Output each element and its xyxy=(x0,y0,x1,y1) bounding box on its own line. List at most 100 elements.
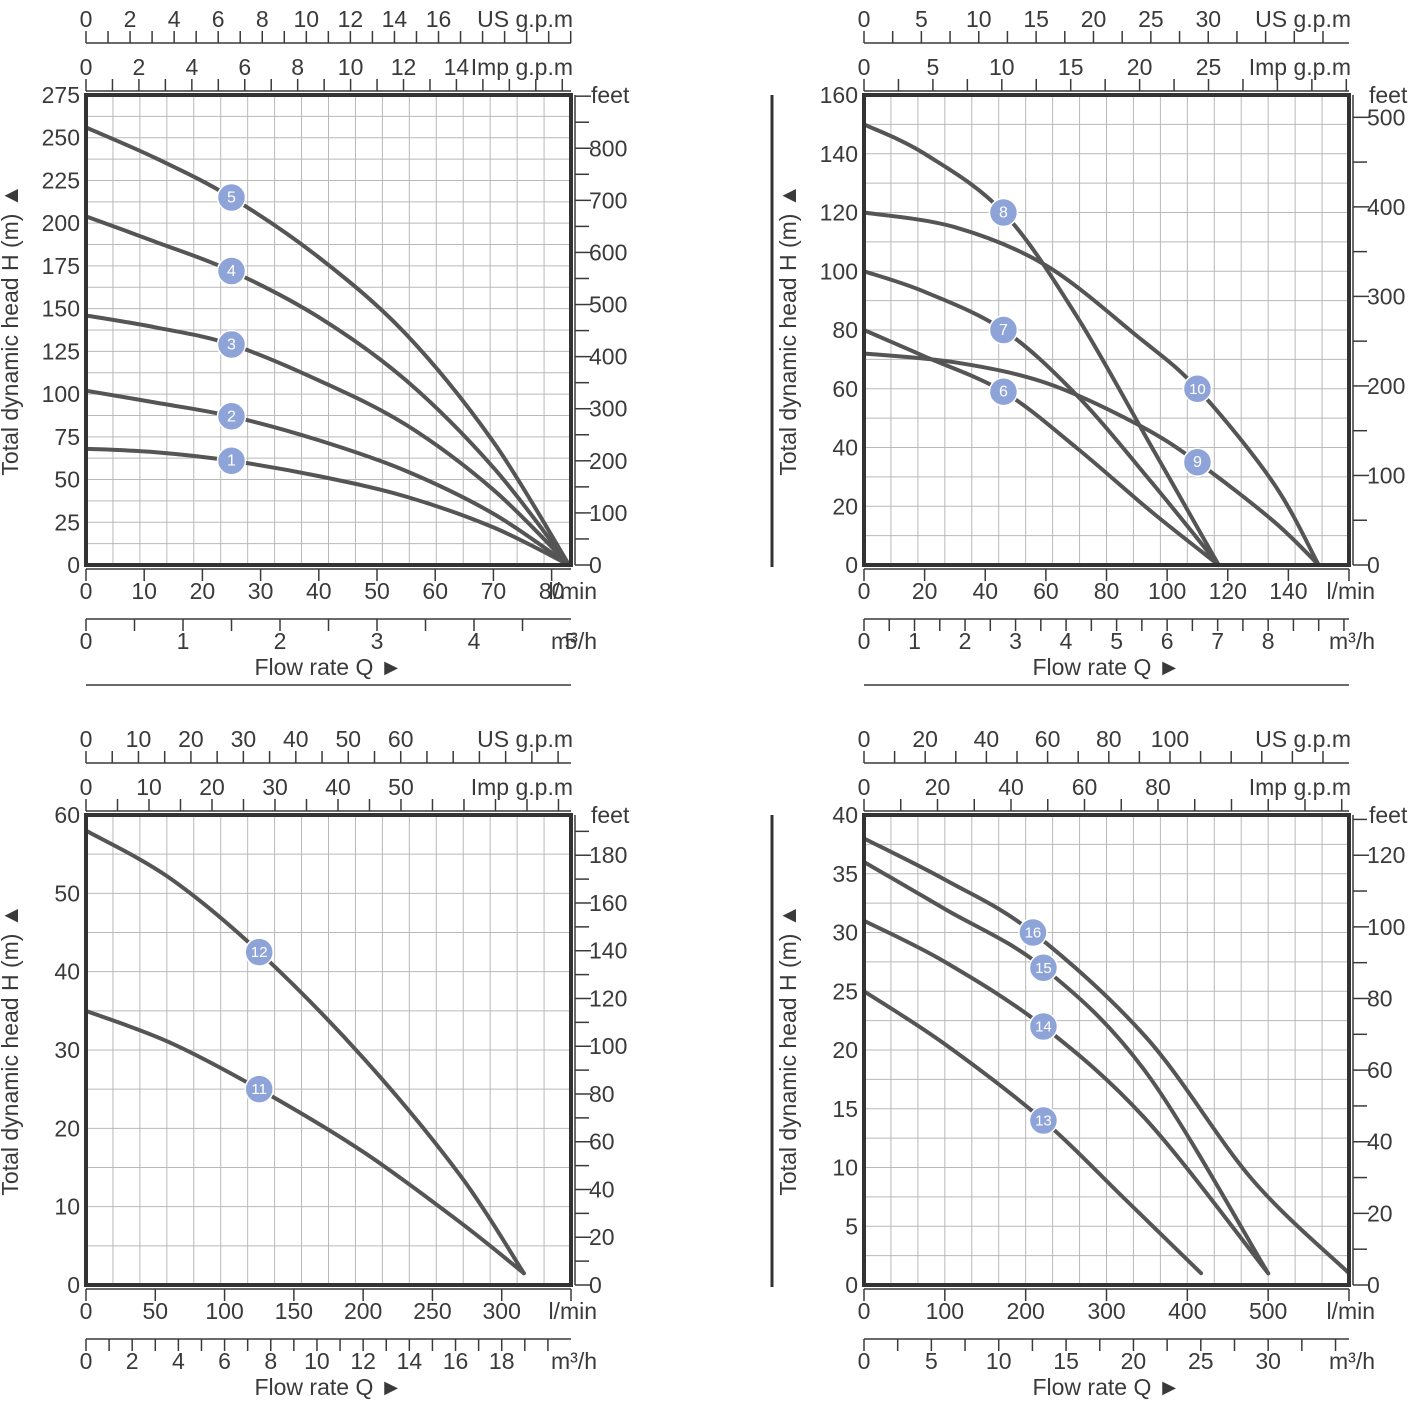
bottom-tick-label: 0 xyxy=(858,628,871,654)
bottom-tick-label: 100 xyxy=(926,1298,964,1324)
curve-badge-16 xyxy=(1018,917,1048,948)
bottom-tick-label: 4 xyxy=(468,628,481,654)
top-axis-title: US g.p.m xyxy=(1255,6,1351,32)
y-tick-label: 60 xyxy=(54,802,80,828)
feet-tick-label: 100 xyxy=(1367,914,1405,940)
curve-1 xyxy=(84,446,572,567)
curve-8 xyxy=(862,122,1221,567)
curve-badge-10 xyxy=(1182,374,1213,404)
y-tick-label: 0 xyxy=(845,552,858,578)
top-axis-title: US g.p.m xyxy=(477,726,573,752)
top-tick-label: 0 xyxy=(80,726,93,752)
pump-curves xyxy=(862,836,1351,1276)
y-tick-label: 80 xyxy=(832,317,858,343)
curve-3 xyxy=(84,313,572,567)
bottom-tick-label: 5 xyxy=(925,1348,938,1374)
x-axis-title: Flow rate Q ► xyxy=(1032,1374,1180,1400)
top-tick-label: 30 xyxy=(231,726,257,752)
curve-badge-label: 12 xyxy=(251,944,268,961)
top-tick-label: 15 xyxy=(1058,54,1084,80)
feet-tick-label: 200 xyxy=(589,448,627,474)
bottom-tick-label: 5 xyxy=(565,628,578,654)
top-tick-label: 2 xyxy=(124,6,137,32)
top-tick-label: 50 xyxy=(388,774,414,800)
x-axis-title: Flow rate Q ► xyxy=(254,654,402,680)
curve-badge-label: 8 xyxy=(999,205,1008,222)
top-tick-label: 60 xyxy=(1072,774,1098,800)
bottom-tick-label: 500 xyxy=(1249,1298,1287,1324)
top-tick-label: 30 xyxy=(1195,6,1221,32)
y-tick-label: 100 xyxy=(820,258,858,284)
plot-frame xyxy=(84,93,573,567)
y-axis-title: Total dynamic head H (m) ▲ xyxy=(775,904,801,1195)
bottom-tick-label: 200 xyxy=(1006,1298,1044,1324)
feet-tick-label: 300 xyxy=(1367,283,1405,309)
bottom-tick-label: 120 xyxy=(1209,578,1247,604)
y-tick-label: 20 xyxy=(832,493,858,519)
top-axis-title: Imp g.p.m xyxy=(471,774,573,800)
y-axis-title: Total dynamic head H (m) ▲ xyxy=(0,904,23,1195)
top-tick-label: 20 xyxy=(1081,6,1107,32)
bottom-tick-label: 0 xyxy=(80,1348,93,1374)
curve-badge-label: 11 xyxy=(251,1081,267,1098)
bottom-tick-label: 0 xyxy=(858,1298,871,1324)
top-tick-label: 100 xyxy=(1151,726,1189,752)
bottom-tick-label: 20 xyxy=(912,578,938,604)
bottom-axis-title: l/min xyxy=(1326,578,1375,604)
y-tick-label: 15 xyxy=(832,1096,858,1122)
curve-9 xyxy=(862,351,1321,567)
feet-tick-label: 300 xyxy=(589,396,627,422)
feet-tick-label: 800 xyxy=(589,135,627,161)
top-tick-label: 80 xyxy=(1096,726,1122,752)
curve-badge-7 xyxy=(988,315,1019,345)
top-tick-label: 5 xyxy=(915,6,928,32)
feet-tick-label: 0 xyxy=(1367,552,1380,578)
curve-11 xyxy=(84,1008,526,1276)
y-tick-label: 35 xyxy=(832,861,858,887)
pump-curves xyxy=(862,122,1321,567)
top-tick-label: 8 xyxy=(256,6,269,32)
curve-2 xyxy=(84,388,572,567)
chart-panel-1: 123450255075100125150175200225250275Tota… xyxy=(0,6,630,686)
y-tick-label: 75 xyxy=(54,424,80,450)
feet-tick-label: 120 xyxy=(589,985,627,1011)
curve-badge-label: 14 xyxy=(1035,1019,1052,1036)
bottom-axis-title: l/min xyxy=(1326,1298,1375,1324)
feet-axis-title: feet xyxy=(591,82,630,108)
y-tick-label: 60 xyxy=(832,376,858,402)
bottom-tick-label: 140 xyxy=(1269,578,1307,604)
bottom-tick-label: 0 xyxy=(80,628,93,654)
y-tick-label: 0 xyxy=(845,1272,858,1298)
bottom-tick-label: 2 xyxy=(274,628,287,654)
bottom-tick-label: 200 xyxy=(344,1298,382,1324)
top-axis-title: Imp g.p.m xyxy=(1249,774,1351,800)
bottom-tick-label: 80 xyxy=(539,578,565,604)
y-tick-label: 50 xyxy=(54,880,80,906)
bottom-axis-title: m³/h xyxy=(551,1348,597,1374)
top-tick-label: 12 xyxy=(391,54,417,80)
feet-tick-label: 0 xyxy=(589,552,602,578)
y-tick-label: 25 xyxy=(54,509,80,535)
feet-tick-label: 20 xyxy=(1367,1200,1393,1226)
top-axis-title: Imp g.p.m xyxy=(471,54,573,80)
gridlines xyxy=(864,815,1349,1285)
bottom-tick-label: 30 xyxy=(248,578,274,604)
y-tick-label: 0 xyxy=(67,552,80,578)
curve-badge-2 xyxy=(216,401,247,432)
curve-badge-14 xyxy=(1028,1011,1059,1042)
feet-tick-label: 400 xyxy=(589,344,627,370)
curve-badge-5 xyxy=(216,182,247,213)
top-axis-title: US g.p.m xyxy=(477,6,573,32)
y-tick-label: 20 xyxy=(54,1115,80,1141)
feet-tick-label: 80 xyxy=(1367,985,1393,1011)
top-tick-label: 10 xyxy=(136,774,162,800)
bottom-tick-label: 4 xyxy=(172,1348,185,1374)
feet-tick-label: 100 xyxy=(1367,462,1405,488)
feet-tick-label: 40 xyxy=(1367,1129,1393,1155)
top-tick-label: 40 xyxy=(974,726,1000,752)
y-tick-label: 25 xyxy=(832,978,858,1004)
curve-badge-3 xyxy=(216,329,247,360)
y-tick-label: 0 xyxy=(67,1272,80,1298)
top-tick-label: 10 xyxy=(126,726,152,752)
top-tick-label: 80 xyxy=(1145,774,1171,800)
